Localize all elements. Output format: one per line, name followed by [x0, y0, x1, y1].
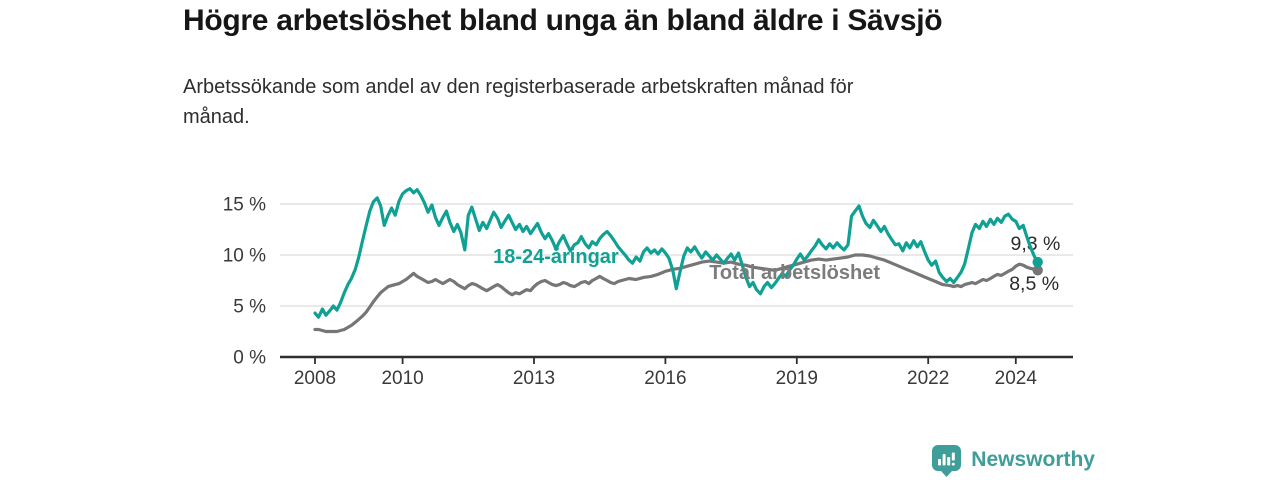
youth-series-label: 18-24-åringar: [493, 245, 619, 268]
bar-chart-speech-bubble-icon: [932, 444, 962, 477]
youth-end-value-label: 9,3 %: [1011, 233, 1061, 255]
y-axis-tick-label: 5 %: [233, 297, 266, 318]
total-unemployment-line: [313, 253, 1040, 334]
x-axis-tick-label: 2008: [294, 368, 336, 389]
chart-subtitle-line1: Arbetssökande som andel av den registerb…: [183, 76, 854, 98]
y-axis-tick-label: 10 %: [223, 246, 266, 267]
total-end-value-label: 8,5 %: [1009, 273, 1059, 295]
y-axis-tick-label: 0 %: [233, 348, 266, 369]
x-axis-tick-label: 2022: [907, 368, 949, 389]
total-series-label: Total arbetslöshet: [709, 262, 880, 284]
x-axis-tick-label: 2013: [513, 368, 555, 389]
newsworthy-logo[interactable]: Newsworthy: [931, 444, 1095, 477]
y-axis-tick-label: 15 %: [223, 195, 266, 216]
x-axis-tick-label: 2024: [995, 368, 1038, 389]
youth-18-24-end-dot: [1032, 256, 1043, 268]
chart-subtitle-line2: månad.: [183, 106, 250, 128]
youth-18-24-line: [313, 187, 1040, 319]
x-axis-tick-label: 2016: [644, 368, 686, 389]
newsworthy-logo-text: Newsworthy: [971, 448, 1095, 471]
chart-subtitle: Arbetssökande som andel av den registerb…: [183, 72, 853, 132]
x-axis-tick-label: 2019: [776, 368, 818, 389]
x-axis-tick-label: 2010: [381, 368, 423, 389]
total-unemployment-end-dot: [1032, 265, 1043, 276]
page-title: Högre arbetslöshet bland unga än bland ä…: [183, 4, 943, 37]
